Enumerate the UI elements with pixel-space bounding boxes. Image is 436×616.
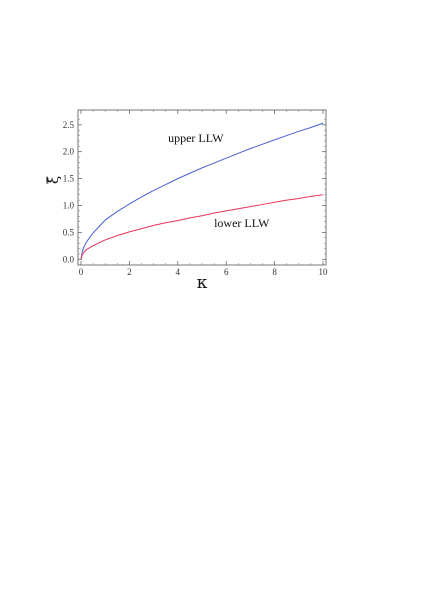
y-tick-label: 2.0 <box>63 147 75 157</box>
tick-layer: 0 2 4 6 8 10 0.0 0.5 1.0 1.5 2.0 2.5 <box>63 110 328 277</box>
series-line-1 <box>80 194 324 260</box>
x-axis-title: κ <box>197 273 208 293</box>
y-tick-label: 2.5 <box>63 120 75 130</box>
x-tick-label: 4 <box>176 267 181 277</box>
y-axis-title: ξ̃ <box>44 176 62 184</box>
series-layer <box>80 122 324 260</box>
y-tick-label: 1.0 <box>63 201 75 211</box>
x-tick-label: 8 <box>272 267 277 277</box>
y-tick-label: 0.0 <box>63 254 75 264</box>
x-tick-label: 10 <box>319 267 329 277</box>
annotation-label: lower LLW <box>214 216 270 230</box>
x-tick-label: 6 <box>224 267 229 277</box>
y-tick-label: 1.5 <box>63 174 75 184</box>
series-line-0 <box>80 122 324 260</box>
annotation-label: upper LLW <box>168 131 224 145</box>
y-tick-label: 0.5 <box>63 227 75 237</box>
x-tick-label: 2 <box>127 267 132 277</box>
x-tick-label: 0 <box>79 267 84 277</box>
annotation-layer: upper LLW lower LLW <box>168 131 270 230</box>
